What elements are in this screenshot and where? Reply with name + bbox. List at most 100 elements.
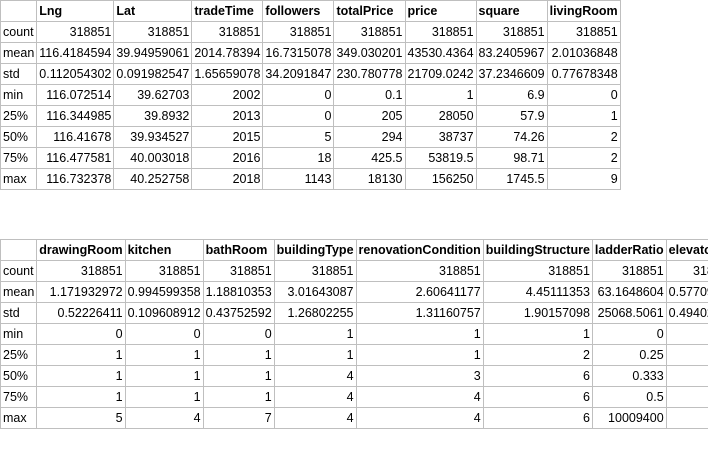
table-cell[interactable]: 0.109608912 [124,302,204,324]
row-label[interactable]: 75% [0,386,38,408]
row-label[interactable]: max [0,168,38,190]
table-cell[interactable]: 1 [665,386,708,408]
table-cell[interactable]: 156250 [404,168,477,190]
column-header[interactable]: price [404,0,477,22]
table-cell[interactable]: 318851 [665,260,708,282]
row-label[interactable]: max [0,407,38,429]
table-cell[interactable]: 53819.5 [404,147,477,169]
table-cell[interactable]: 0 [665,344,708,366]
table-cell[interactable]: 1 [202,365,275,387]
table-cell[interactable]: 0.5 [591,386,667,408]
table-cell[interactable]: 25068.5061 [591,302,667,324]
table-cell[interactable]: 205 [333,105,406,127]
table-cell[interactable]: 40.252758 [113,168,193,190]
table-cell[interactable]: 0.994599358 [124,281,204,303]
column-header[interactable]: buildingStructure [482,239,593,261]
table-cell[interactable]: 116.732378 [36,168,115,190]
table-cell[interactable]: 2013 [191,105,264,127]
table-cell[interactable]: 83.2405967 [475,42,548,64]
table-cell[interactable]: 0.49402105 [665,302,708,324]
table-cell[interactable]: 39.62703 [113,84,193,106]
table-cell[interactable]: 318851 [262,21,335,43]
column-header[interactable]: drawingRoom [36,239,126,261]
table-cell[interactable]: 318851 [355,260,484,282]
table-cell[interactable]: 4 [355,386,484,408]
table-cell[interactable]: 1.90157098 [482,302,593,324]
table-cell[interactable]: 116.41678 [36,126,115,148]
table-cell[interactable]: 1143 [262,168,335,190]
table-cell[interactable]: 0.77678348 [546,63,621,85]
table-cell[interactable]: 349.030201 [333,42,406,64]
column-header[interactable]: kitchen [124,239,204,261]
row-label[interactable]: count [0,260,38,282]
table-cell[interactable]: 2.60641177 [355,281,484,303]
table-cell[interactable]: 318851 [591,260,667,282]
table-cell[interactable]: 2016 [191,147,264,169]
table-cell[interactable]: 18130 [333,168,406,190]
corner-cell[interactable] [0,239,38,261]
row-label[interactable]: 50% [0,126,38,148]
row-label[interactable]: mean [0,281,38,303]
row-label[interactable]: std [0,302,38,324]
table-cell[interactable]: 318851 [124,260,204,282]
row-label[interactable]: 25% [0,105,38,127]
table-cell[interactable]: 1 [124,365,204,387]
row-label[interactable]: min [0,323,38,345]
table-cell[interactable]: 116.4184594 [36,42,115,64]
row-label[interactable]: mean [0,42,38,64]
table-cell[interactable]: 98.71 [475,147,548,169]
table-cell[interactable]: 294 [333,126,406,148]
table-cell[interactable]: 0.52226411 [36,302,126,324]
table-cell[interactable]: 5 [36,407,126,429]
table-cell[interactable]: 3 [355,365,484,387]
column-header[interactable]: buildingType [273,239,357,261]
table-cell[interactable]: 18 [262,147,335,169]
table-cell[interactable]: 6 [482,365,593,387]
table-cell[interactable]: 57.9 [475,105,548,127]
table-cell[interactable]: 1 [355,323,484,345]
table-cell[interactable]: 2018 [191,168,264,190]
table-cell[interactable]: 9 [546,168,621,190]
table-cell[interactable]: 1 [665,365,708,387]
table-cell[interactable]: 0 [262,84,335,106]
table-cell[interactable]: 1 [36,344,126,366]
column-header[interactable]: totalPrice [333,0,406,22]
table-cell[interactable]: 1745.5 [475,168,548,190]
table-cell[interactable]: 40.003018 [113,147,193,169]
table-cell[interactable]: 4 [124,407,204,429]
table-cell[interactable]: 37.2346609 [475,63,548,85]
row-label[interactable]: min [0,84,38,106]
table-cell[interactable]: 318851 [273,260,357,282]
table-cell[interactable]: 1 [546,105,621,127]
table-cell[interactable]: 1 [202,344,275,366]
table-cell[interactable]: 116.344985 [36,105,115,127]
table-cell[interactable]: 1 [124,344,204,366]
table-cell[interactable]: 318851 [475,21,548,43]
table-cell[interactable]: 318851 [36,21,115,43]
table-cell[interactable]: 2 [482,344,593,366]
table-cell[interactable]: 39.94959061 [113,42,193,64]
table-cell[interactable]: 0.43752592 [202,302,275,324]
table-cell[interactable]: 3.01643087 [273,281,357,303]
table-cell[interactable]: 1 [273,323,357,345]
column-header[interactable]: bathRoom [202,239,275,261]
table-cell[interactable]: 1 [36,365,126,387]
table-cell[interactable]: 10009400 [591,407,667,429]
table-cell[interactable]: 1.171932972 [36,281,126,303]
row-label[interactable]: 75% [0,147,38,169]
table-cell[interactable]: 1 [404,84,477,106]
table-cell[interactable]: 0 [124,323,204,345]
table-cell[interactable]: 116.477581 [36,147,115,169]
table-cell[interactable]: 116.072514 [36,84,115,106]
table-cell[interactable]: 0.1 [333,84,406,106]
table-cell[interactable]: 0 [202,323,275,345]
table-cell[interactable]: 6.9 [475,84,548,106]
table-cell[interactable]: 2014.78394 [191,42,264,64]
table-cell[interactable]: 1.18810353 [202,281,275,303]
table-cell[interactable]: 28050 [404,105,477,127]
table-cell[interactable]: 0.57709714 [665,281,708,303]
table-cell[interactable]: 1.31160757 [355,302,484,324]
table-cell[interactable]: 318851 [482,260,593,282]
table-cell[interactable]: 21709.0242 [404,63,477,85]
row-label[interactable]: 50% [0,365,38,387]
